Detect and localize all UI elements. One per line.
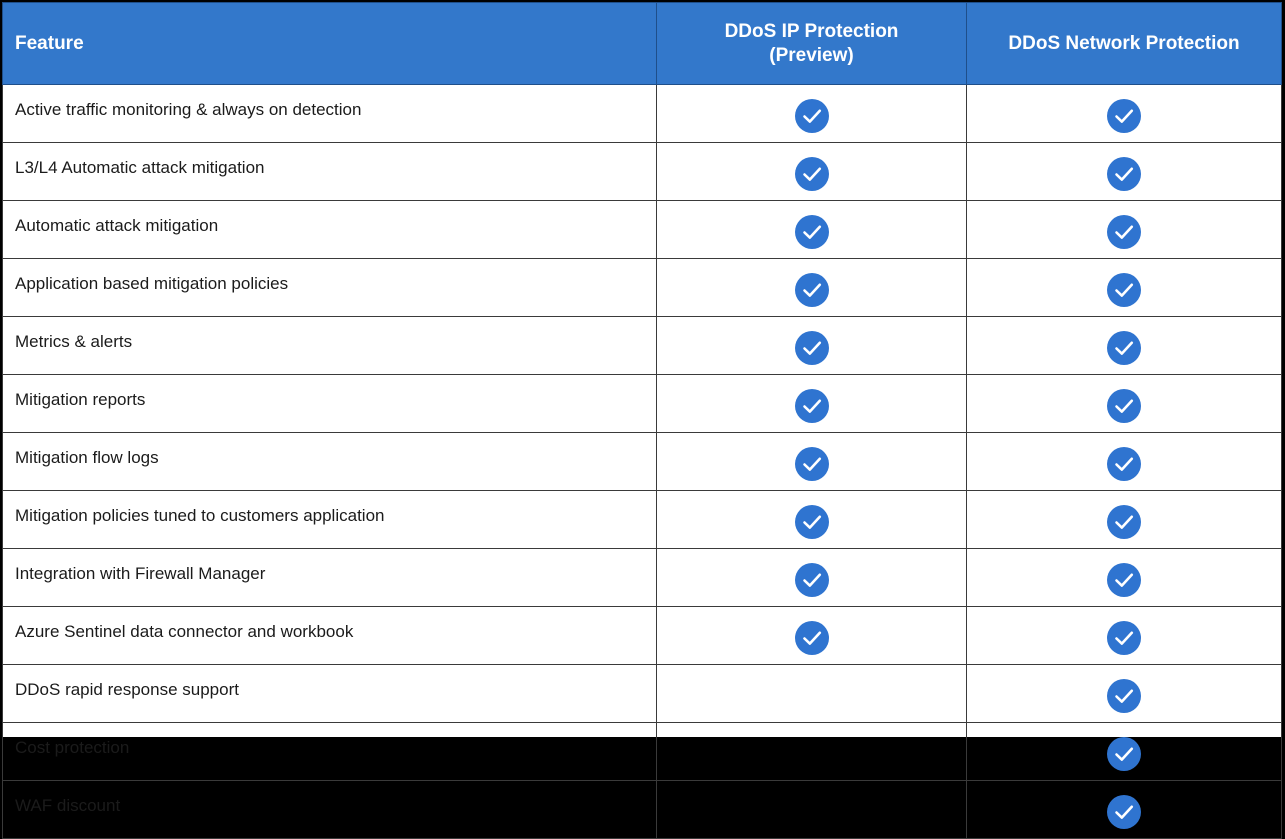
check-circle-icon <box>794 98 829 133</box>
check-circle-icon <box>1107 562 1141 597</box>
check-circle-icon <box>1107 214 1141 249</box>
network-protection-cell <box>966 548 1282 607</box>
check-circle-icon <box>794 446 829 481</box>
table-row: Mitigation flow logs <box>2 432 1282 491</box>
network-protection-cell <box>966 316 1282 375</box>
check-circle-icon <box>1107 504 1141 539</box>
network-protection-cell <box>966 374 1282 433</box>
feature-name-cell: Automatic attack mitigation <box>2 200 657 259</box>
feature-name-cell: DDoS rapid response support <box>2 664 657 723</box>
ip-protection-cell <box>656 316 967 375</box>
network-protection-column-header: DDoS Network Protection <box>966 2 1282 85</box>
network-protection-cell <box>966 432 1282 491</box>
check-circle-icon <box>794 156 829 191</box>
ip-protection-cell <box>656 780 967 839</box>
ip-protection-cell <box>656 490 967 549</box>
check-circle-icon <box>1107 446 1141 481</box>
ip-protection-cell <box>656 374 967 433</box>
feature-name-cell: Cost protection <box>2 722 657 781</box>
ip-protection-cell <box>656 664 967 723</box>
check-circle-icon <box>1107 620 1141 655</box>
network-protection-cell <box>966 780 1282 839</box>
table-row: Cost protection <box>2 722 1282 781</box>
table-row: Azure Sentinel data connector and workbo… <box>2 606 1282 665</box>
check-circle-icon <box>794 330 829 365</box>
table-row: WAF discount <box>2 780 1282 839</box>
header-row: Feature DDoS IP Protection (Preview) DDo… <box>2 2 1282 85</box>
ip-protection-cell <box>656 606 967 665</box>
feature-name-cell: Mitigation flow logs <box>2 432 657 491</box>
check-circle-icon <box>1107 330 1141 365</box>
feature-name-cell: Application based mitigation policies <box>2 258 657 317</box>
check-circle-icon <box>794 272 829 307</box>
network-protection-cell <box>966 142 1282 201</box>
network-protection-cell <box>966 664 1282 723</box>
ip-protection-cell <box>656 142 967 201</box>
check-circle-icon <box>794 504 829 539</box>
feature-name-cell: Metrics & alerts <box>2 316 657 375</box>
ip-protection-cell <box>656 258 967 317</box>
check-circle-icon <box>1107 736 1141 771</box>
network-protection-cell <box>966 84 1282 143</box>
feature-name-cell: Integration with Firewall Manager <box>2 548 657 607</box>
feature-name-cell: WAF discount <box>2 780 657 839</box>
feature-name-cell: Mitigation reports <box>2 374 657 433</box>
ip-protection-cell <box>656 200 967 259</box>
network-protection-cell <box>966 200 1282 259</box>
table-row: Active traffic monitoring & always on de… <box>2 84 1282 143</box>
network-protection-cell <box>966 490 1282 549</box>
check-circle-icon <box>794 388 829 423</box>
table-row: L3/L4 Automatic attack mitigation <box>2 142 1282 201</box>
feature-name-cell: Azure Sentinel data connector and workbo… <box>2 606 657 665</box>
table-row: Integration with Firewall Manager <box>2 548 1282 607</box>
table-row: Mitigation policies tuned to customers a… <box>2 490 1282 549</box>
table-row: Mitigation reports <box>2 374 1282 433</box>
check-circle-icon <box>1107 678 1141 713</box>
feature-name-cell: Active traffic monitoring & always on de… <box>2 84 657 143</box>
check-circle-icon <box>1107 156 1141 191</box>
feature-name-cell: L3/L4 Automatic attack mitigation <box>2 142 657 201</box>
feature-name-cell: Mitigation policies tuned to customers a… <box>2 490 657 549</box>
check-circle-icon <box>794 562 829 597</box>
ip-protection-cell <box>656 432 967 491</box>
ip-protection-cell <box>656 548 967 607</box>
check-circle-icon <box>1107 98 1141 133</box>
check-circle-icon <box>794 620 829 655</box>
check-circle-icon <box>1107 794 1141 829</box>
ip-protection-column-header: DDoS IP Protection (Preview) <box>656 2 967 85</box>
network-protection-cell <box>966 606 1282 665</box>
table-row: Automatic attack mitigation <box>2 200 1282 259</box>
check-circle-icon <box>1107 272 1141 307</box>
ip-protection-cell <box>656 722 967 781</box>
table-row: Metrics & alerts <box>2 316 1282 375</box>
network-protection-cell <box>966 722 1282 781</box>
table-header: Feature DDoS IP Protection (Preview) DDo… <box>2 2 1282 85</box>
table-body: Active traffic monitoring & always on de… <box>2 84 1282 839</box>
ip-protection-cell <box>656 84 967 143</box>
network-protection-cell <box>966 258 1282 317</box>
table-row: Application based mitigation policies <box>2 258 1282 317</box>
check-circle-icon <box>794 214 829 249</box>
ip-protection-header-subtitle: (Preview) <box>769 44 854 66</box>
ip-protection-header-title: DDoS IP Protection <box>724 20 899 42</box>
check-circle-icon <box>1107 388 1141 423</box>
table-row: DDoS rapid response support <box>2 664 1282 723</box>
feature-column-header: Feature <box>2 2 657 85</box>
